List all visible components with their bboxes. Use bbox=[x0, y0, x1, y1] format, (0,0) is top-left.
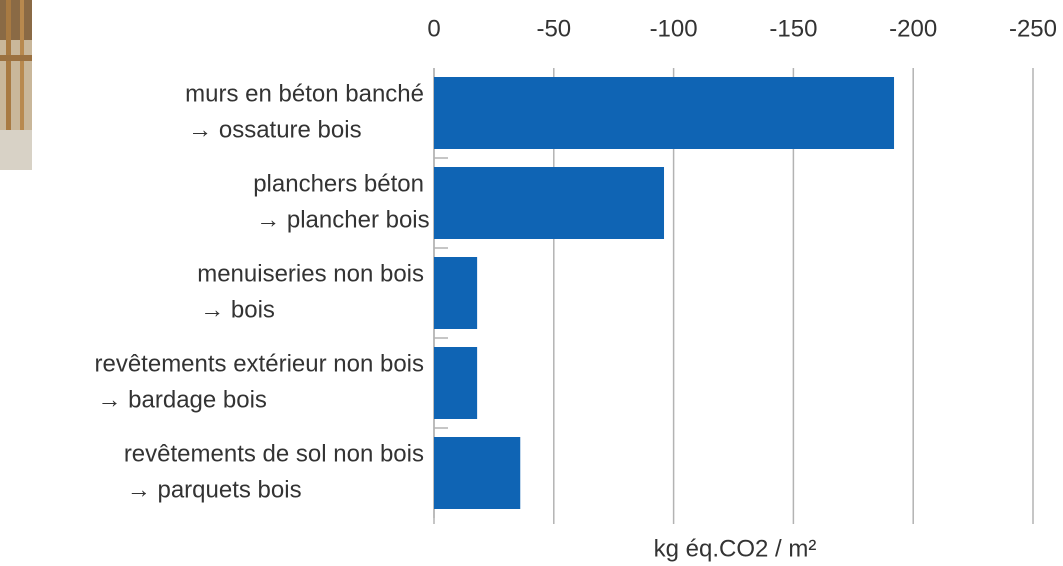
x-tick-label: -250 bbox=[1009, 15, 1057, 42]
y-tick-label: menuiseries non bois bbox=[197, 260, 424, 287]
y-tick-label: → bardage bois bbox=[97, 386, 266, 413]
x-tick-label: -200 bbox=[889, 15, 937, 42]
bar bbox=[434, 257, 478, 329]
y-tick-label: → ossature bois bbox=[188, 116, 361, 143]
x-tick-label: -100 bbox=[650, 15, 698, 42]
y-tick-label: revêtements extérieur non bois bbox=[94, 350, 424, 377]
y-tick-label: murs en béton banché bbox=[185, 80, 424, 107]
x-tick-label: 0 bbox=[427, 15, 440, 42]
x-axis-label: kg éq.CO2 / m² bbox=[654, 535, 817, 562]
bar bbox=[434, 437, 521, 509]
bar bbox=[434, 347, 478, 419]
x-tick-label: -50 bbox=[536, 15, 571, 42]
x-tick-label: -150 bbox=[769, 15, 817, 42]
y-tick-label: revêtements de sol non bois bbox=[124, 440, 424, 467]
y-tick-label: planchers béton bbox=[253, 170, 424, 197]
y-tick-label: → plancher bois bbox=[256, 206, 429, 233]
y-tick-label: → bois bbox=[200, 296, 275, 323]
photo-fragment bbox=[0, 0, 32, 170]
y-tick-label: → parquets bois bbox=[127, 476, 302, 503]
bar bbox=[434, 167, 665, 239]
bar bbox=[434, 77, 895, 149]
